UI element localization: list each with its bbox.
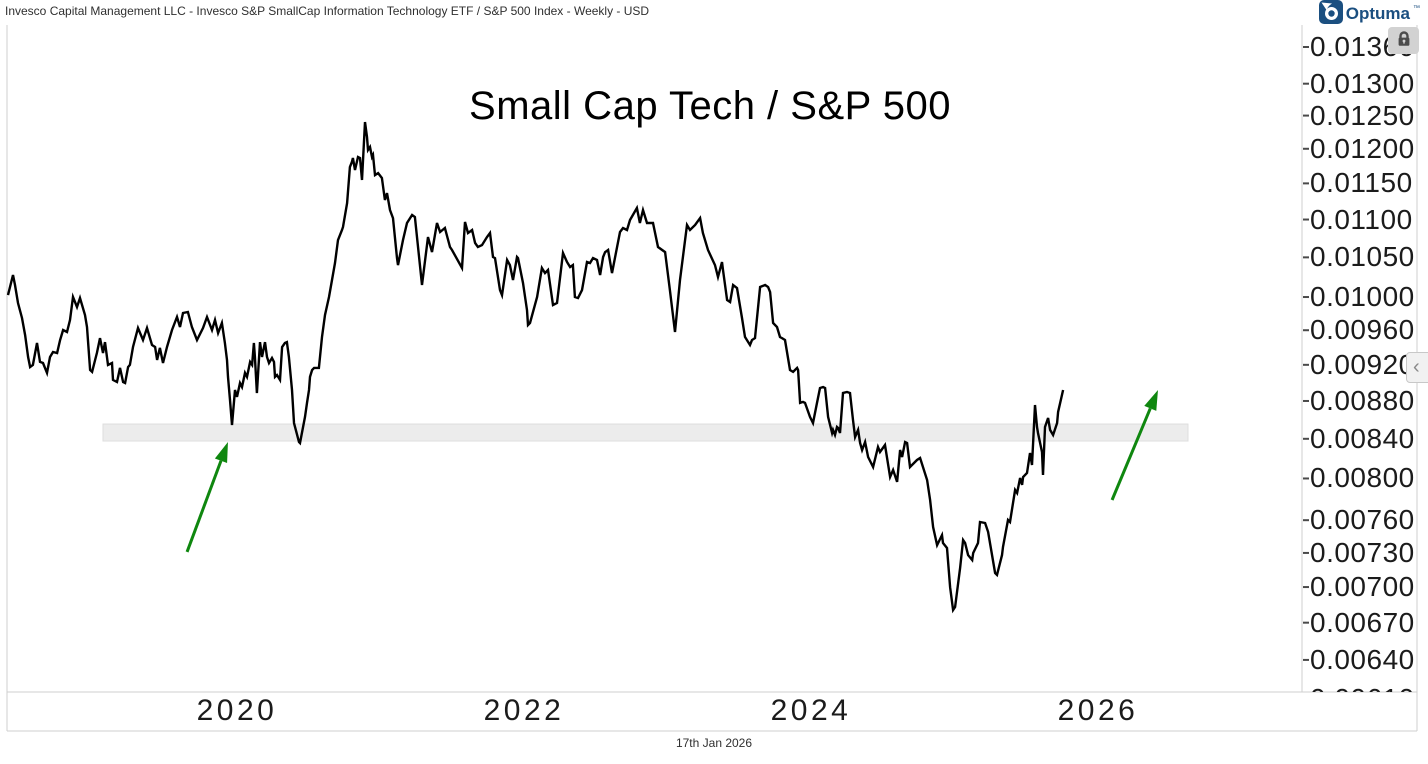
y-tick-label: 0.00610 <box>1310 683 1415 692</box>
x-axis[interactable]: 2020 2022 2024 2026 <box>7 692 1417 731</box>
x-tick-label: 2026 <box>1057 694 1139 727</box>
document-title: Invesco Capital Management LLC - Invesco… <box>5 4 650 18</box>
green-up-arrow-head[interactable] <box>214 442 228 464</box>
x-tick-label: 2022 <box>483 694 565 727</box>
optuma-logo-text: Optuma <box>1345 4 1410 23</box>
footer-date-label: 17th Jan 2026 <box>675 736 753 750</box>
y-tick-label: 0.01250 <box>1310 99 1415 131</box>
lock-icon <box>1395 30 1413 51</box>
y-tick-label: 0.00670 <box>1310 606 1415 638</box>
lock-icon-button[interactable] <box>1388 27 1419 54</box>
y-tick-label: 0.01100 <box>1310 203 1413 235</box>
y-tick-label: 0.01050 <box>1310 241 1415 273</box>
chart-header-bar: Invesco Capital Management LLC - Invesco… <box>0 0 1428 25</box>
y-tick-label: 0.00640 <box>1310 643 1415 675</box>
optuma-trademark: ™ <box>1413 4 1420 12</box>
green-up-arrow-shaft[interactable] <box>1110 407 1152 501</box>
chart-title: Small Cap Tech / S&P 500 <box>469 84 951 128</box>
y-tick-label: 0.00960 <box>1310 314 1415 346</box>
ratio-price-line[interactable] <box>6 121 1065 614</box>
y-tick-label: 0.00880 <box>1310 384 1415 416</box>
x-tick-label: 2024 <box>770 694 852 727</box>
chevron-left-icon: ‹ <box>1413 356 1420 378</box>
y-tick-label: 0.01000 <box>1310 281 1415 313</box>
y-tick-label: 0.00920 <box>1310 348 1415 380</box>
y-tick-label: 0.01200 <box>1310 132 1415 164</box>
y-tick-label: 0.00730 <box>1310 536 1415 568</box>
y-tick-label: 0.00700 <box>1310 571 1415 603</box>
y-tick-label: 0.01150 <box>1310 167 1413 199</box>
y-tick-label: 0.00840 <box>1310 422 1415 454</box>
y-tick-label: 0.00800 <box>1310 462 1415 494</box>
green-up-arrow-head[interactable] <box>1144 389 1158 411</box>
y-tick-label: 0.01300 <box>1310 67 1415 99</box>
optuma-logo: Optuma ™ <box>1318 0 1420 29</box>
green-up-arrow-shaft[interactable] <box>185 460 223 553</box>
support-zone-band[interactable] <box>102 423 1189 442</box>
optuma-logo-icon <box>1318 0 1343 29</box>
axis-collapse-button[interactable]: ‹ <box>1406 352 1428 383</box>
x-tick-label: 2020 <box>196 694 278 727</box>
y-tick-label: 0.00760 <box>1310 504 1415 536</box>
